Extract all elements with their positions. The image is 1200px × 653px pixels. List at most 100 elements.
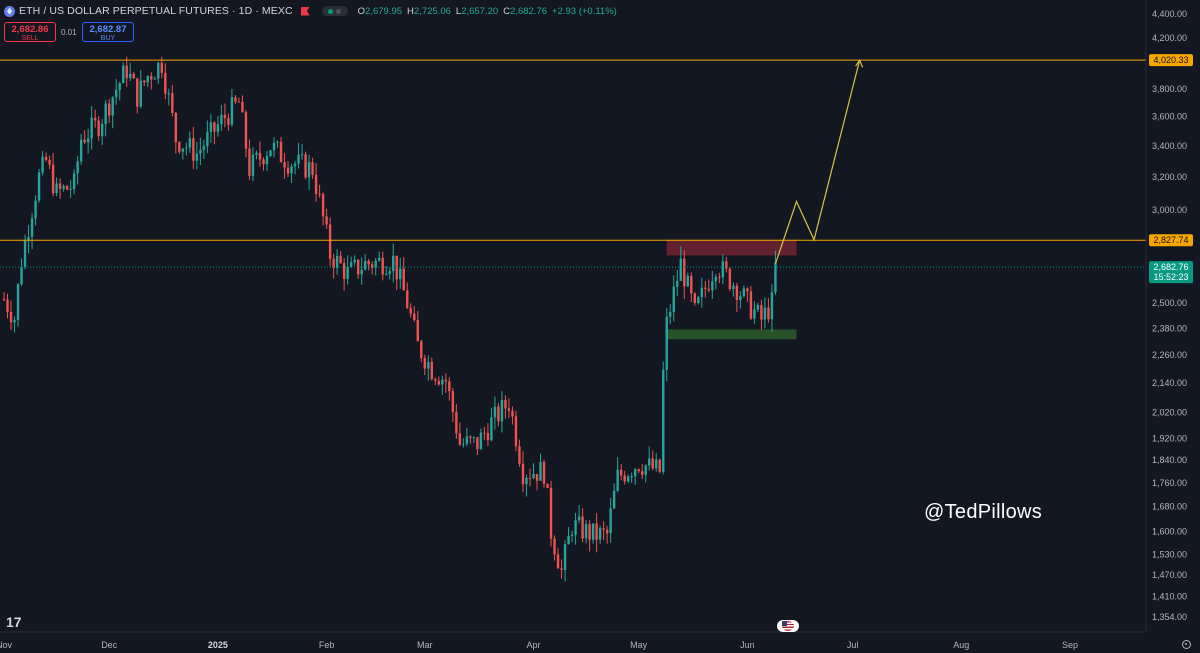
candle-body (760, 305, 763, 320)
candle-body (262, 159, 265, 165)
candle-body (630, 476, 633, 478)
candle-body (325, 216, 328, 225)
us-economic-events-icon[interactable] (777, 620, 799, 632)
candle-body (363, 260, 367, 270)
y-tick-label: 3,200.00 (1152, 172, 1187, 182)
candle-body (588, 524, 591, 540)
candle-body (136, 78, 139, 107)
candle-body (349, 262, 353, 267)
x-tick-label: Sep (1062, 640, 1078, 650)
candle-body (402, 268, 405, 291)
candle-body (160, 62, 163, 73)
candle-body (648, 458, 651, 466)
candle-body (16, 284, 20, 321)
candle-body (2, 299, 6, 301)
flag-icon[interactable] (300, 6, 310, 16)
candle-body (304, 154, 307, 178)
candle-body (693, 293, 696, 303)
y-tick-label: 1,760.00 (1152, 478, 1187, 488)
candle-body (9, 311, 13, 323)
bar-countdown-label: 15:52:23 (1153, 272, 1188, 282)
candle-body (76, 161, 79, 174)
candle-body (490, 417, 493, 441)
candle-body (430, 362, 434, 380)
candle-body (86, 138, 90, 143)
candle-body (637, 469, 640, 472)
candle-body (353, 259, 356, 263)
candle-body (146, 76, 149, 83)
high-label: H (407, 5, 414, 17)
candle-body (188, 138, 192, 148)
candle-body (90, 117, 93, 139)
candle-body (392, 255, 395, 272)
candle-body (332, 258, 335, 268)
candle-body (286, 167, 290, 174)
candle-body (79, 139, 83, 162)
candle-body (507, 408, 511, 411)
candle-body (486, 433, 490, 441)
y-tick-label: 2,020.00 (1152, 407, 1187, 417)
candle-body (93, 117, 97, 121)
candle-body (690, 275, 693, 294)
candle-body (679, 258, 682, 281)
chart-header: ETH / US DOLLAR PERPETUAL FUTURES · 1D ·… (4, 4, 617, 18)
candle-body (444, 379, 448, 382)
candle-body (185, 147, 188, 149)
candle-body (598, 528, 602, 540)
candle-body (406, 290, 409, 309)
candle-body (328, 224, 332, 259)
candle-body (20, 266, 23, 285)
candle-body (97, 120, 100, 137)
candle-body (255, 152, 258, 155)
settings-icon[interactable] (1182, 640, 1191, 649)
candle-body (342, 262, 346, 279)
y-tick-label: 1,530.00 (1152, 549, 1187, 559)
status-dot-icon (336, 8, 342, 14)
open-value: 2,679.95 (365, 5, 403, 17)
spread-value: 0.01 (61, 28, 77, 37)
market-status-pill[interactable] (321, 6, 348, 16)
tradingview-logo[interactable]: 17 (6, 614, 22, 630)
candle-body (223, 114, 227, 119)
candle-body (399, 268, 402, 280)
time-axis[interactable]: Nov Dec 2025 Feb Mar Apr May Jun Jul Aug Sep (0, 640, 1078, 650)
candle-body (413, 313, 416, 320)
candle-body (753, 309, 756, 319)
candle-body (420, 341, 423, 359)
candle-body (595, 523, 598, 540)
y-tick-label: 1,920.00 (1152, 433, 1187, 443)
candle-body (774, 262, 777, 293)
buy-button[interactable]: 2,682.87 BUY (82, 22, 134, 42)
candle-body (633, 469, 637, 477)
candle-body (427, 362, 430, 369)
candle-body (258, 152, 262, 160)
y-tick-label: 1,600.00 (1152, 527, 1187, 537)
zones-layer (666, 239, 797, 340)
symbol-title[interactable]: ETH / US DOLLAR PERPETUAL FUTURES · 1D ·… (19, 5, 293, 17)
y-tick-label: 4,400.00 (1152, 9, 1187, 19)
candle-body (307, 162, 311, 178)
candle-body (220, 114, 223, 125)
projection-path (774, 60, 861, 265)
candle-body (739, 296, 742, 300)
candle-body (213, 122, 216, 132)
sell-button[interactable]: 2,682.86 SELL (4, 22, 56, 42)
candle-body (514, 416, 518, 447)
candle-body (104, 103, 107, 125)
candle-body (129, 73, 132, 79)
y-tick-label: 2,260.00 (1152, 350, 1187, 360)
candle-body (458, 433, 462, 445)
candle-body (612, 490, 616, 509)
price-axis[interactable]: 4,400.00 4,200.00 3,800.00 3,600.00 3,400.00… (1152, 9, 1187, 622)
candle-body (283, 162, 286, 168)
candle-body (518, 446, 521, 464)
candle-body (388, 271, 391, 274)
candle-body (83, 139, 86, 143)
candle-body (62, 185, 65, 189)
candle-body (570, 534, 574, 536)
candle-body (241, 101, 244, 113)
open-label: O (357, 5, 366, 17)
candle-body (107, 103, 111, 116)
candle-body (476, 437, 479, 450)
